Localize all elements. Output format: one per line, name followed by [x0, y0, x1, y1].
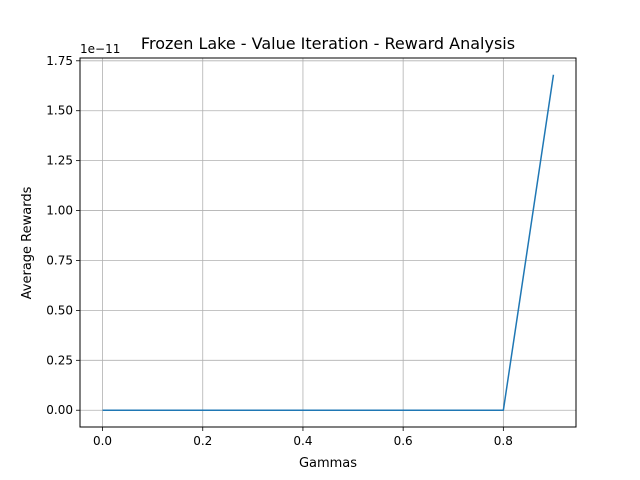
y-tick-label: 0.50	[46, 303, 73, 317]
y-tick-label: 1.75	[46, 54, 73, 68]
y-tick-label: 0.25	[46, 353, 73, 367]
y-axis-ticks: 0.00 0.25 0.50 0.75 1.00 1.25 1.50 1.75	[46, 54, 80, 417]
chart-title: Frozen Lake - Value Iteration - Reward A…	[141, 34, 515, 53]
y-tick-label: 0.75	[46, 253, 73, 267]
x-tick-label: 0.6	[394, 434, 413, 448]
y-tick-label: 1.25	[46, 154, 73, 168]
x-tick-label: 0.4	[293, 434, 312, 448]
x-tick-label: 0.2	[193, 434, 212, 448]
plot-frame	[79, 57, 577, 428]
y-axis-offset-label: 1e−11	[80, 42, 120, 56]
x-axis-label: Gammas	[299, 456, 357, 471]
y-tick-label: 1.00	[46, 204, 73, 218]
y-tick-label: 0.00	[46, 403, 73, 417]
y-tick-label: 1.50	[46, 104, 73, 118]
x-tick-label: 0.8	[494, 434, 513, 448]
series-layer	[102, 74, 555, 411]
series-line	[102, 74, 555, 411]
x-axis-ticks: 0.0 0.2 0.4 0.6 0.8	[93, 427, 513, 448]
y-axis-label: Average Rewards	[20, 186, 35, 299]
x-tick-label: 0.0	[93, 434, 112, 448]
